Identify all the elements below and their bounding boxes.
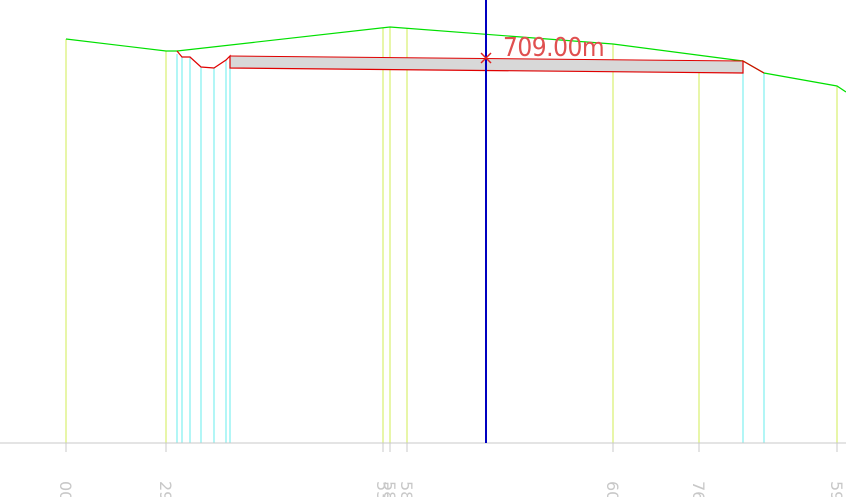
major-station-lines <box>65 27 838 443</box>
minor-station-lines <box>176 54 765 443</box>
station-label: 58 <box>397 481 416 497</box>
station-label: 00 <box>56 481 75 497</box>
station-label: 58 <box>380 481 399 497</box>
station-ticks <box>65 443 838 452</box>
station-label: 53 <box>373 481 392 497</box>
elevation-readout: 709.00m <box>503 33 604 63</box>
ground-profile-line <box>65 26 846 93</box>
cursor-marker-icon <box>480 52 492 64</box>
design-profile-line <box>176 50 765 74</box>
station-label: 60 <box>603 481 622 497</box>
station-label: 29 <box>156 481 175 497</box>
station-label: 59 <box>827 481 846 497</box>
station-label: 76 <box>689 481 708 497</box>
station-labels: 00 29 53 58 58 60 76 59 <box>56 481 846 497</box>
